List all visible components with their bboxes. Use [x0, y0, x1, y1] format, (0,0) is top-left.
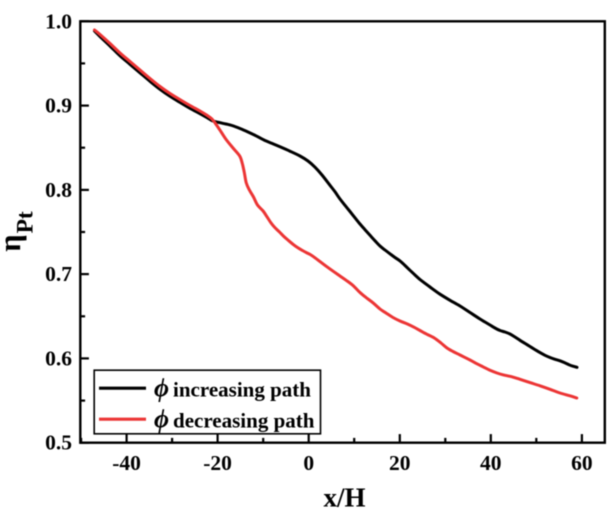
- svg-text:0: 0: [303, 451, 314, 475]
- svg-text:-20: -20: [203, 451, 232, 475]
- svg-text:40: 40: [480, 451, 502, 475]
- svg-text:ηPt: ηPt: [0, 211, 39, 252]
- svg-text:20: 20: [389, 451, 411, 475]
- svg-text:0.5: 0.5: [45, 431, 72, 455]
- svg-text:0.9: 0.9: [45, 94, 72, 118]
- svg-text:0.8: 0.8: [45, 178, 72, 202]
- svg-text:x/H: x/H: [323, 483, 365, 513]
- svg-text:1.0: 1.0: [45, 9, 72, 33]
- svg-text:60: 60: [571, 451, 593, 475]
- svg-text:-40: -40: [112, 451, 141, 475]
- svg-text:0.7: 0.7: [45, 262, 72, 286]
- svg-text:0.6: 0.6: [45, 346, 72, 370]
